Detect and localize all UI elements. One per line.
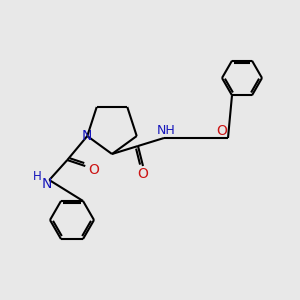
Text: O: O: [217, 124, 227, 138]
Text: N: N: [82, 129, 92, 143]
Text: O: O: [138, 167, 148, 181]
Text: N: N: [42, 177, 52, 191]
Text: O: O: [88, 163, 99, 177]
Text: H: H: [33, 169, 42, 182]
Text: NH: NH: [157, 124, 175, 136]
